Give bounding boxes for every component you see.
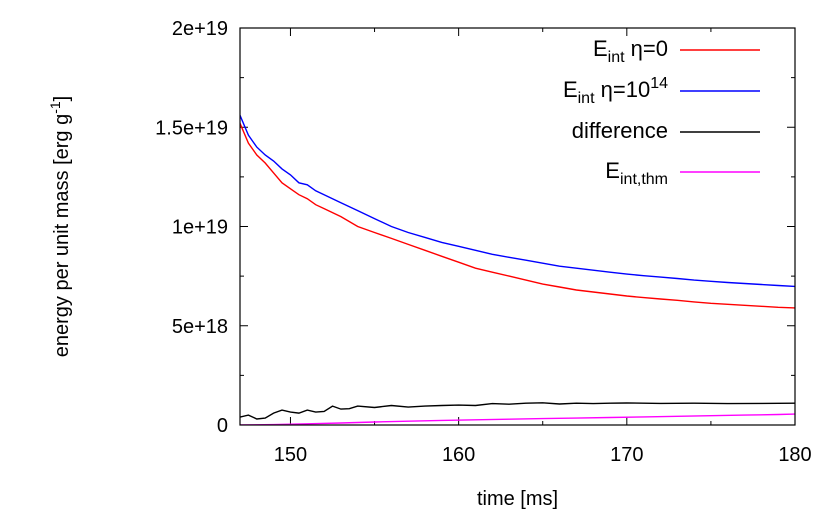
x-tick-label: 170 [610, 444, 643, 466]
legend-label-2: Eint η=10​14 [563, 75, 668, 107]
ticks [240, 27, 796, 426]
tick-labels: 150 160 170 180 0 5e+18 1e+19 1.5e+19 2e+19 [155, 18, 812, 466]
y-axis-title-end: ] [51, 96, 73, 102]
y-axis-title-main: energy per unit mass [erg g [51, 114, 73, 357]
y-tick-label: 5e+18 [172, 316, 228, 338]
series-line-4 [240, 413, 795, 425]
legend-label-4: Eint,thm​ [605, 158, 668, 188]
x-tick-label: 180 [778, 444, 811, 466]
series-line-3 [240, 402, 795, 420]
series-line-2 [240, 115, 795, 288]
y-axis-title-sup: -1 [47, 101, 63, 114]
legend: Eint η=0​ Eint η=10​14 difference Eint,thm​ [563, 36, 760, 188]
y-tick-label: 1.5e+19 [155, 117, 228, 139]
x-tick-label: 160 [442, 444, 475, 466]
y-tick-label: 0 [217, 415, 228, 437]
legend-label-3: difference [572, 118, 668, 143]
y-tick-label: 1e+19 [172, 217, 228, 239]
legend-label-1: Eint η=0​ [593, 36, 668, 66]
series-line-1 [240, 123, 795, 309]
y-axis-title: energy per unit mass [erg g-1] [47, 96, 73, 357]
x-axis-title: time [ms] [477, 488, 558, 510]
plot-frame [239, 27, 796, 426]
y-tick-label: 2e+19 [172, 18, 228, 40]
series-layer [240, 115, 795, 425]
x-tick-label: 150 [274, 444, 307, 466]
